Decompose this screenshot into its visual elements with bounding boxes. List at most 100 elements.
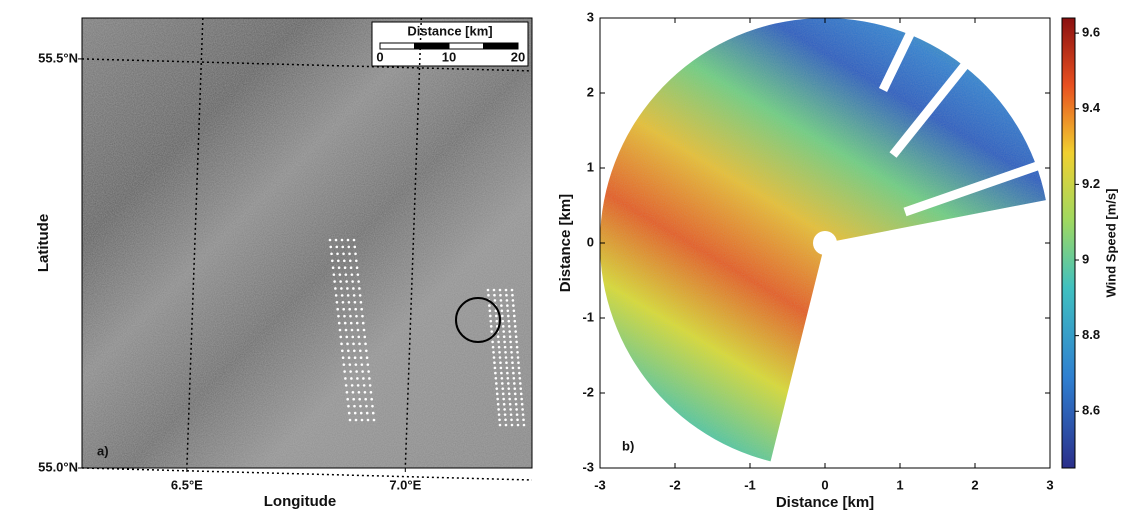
turbine [495, 314, 498, 318]
turbine [495, 392, 499, 396]
turbine [340, 294, 344, 297]
scalebar-tick-label: 10 [442, 49, 456, 64]
turbine [349, 314, 352, 318]
turbine [510, 423, 514, 427]
turbine [368, 384, 372, 387]
turbine [511, 361, 514, 364]
turbine [345, 391, 349, 394]
turbine [352, 342, 355, 346]
turbine [508, 402, 512, 406]
turbine [353, 356, 357, 359]
turbine [504, 288, 508, 292]
turbine [505, 366, 509, 370]
turbine [362, 384, 366, 387]
turbine [359, 349, 362, 353]
turbine [504, 418, 507, 422]
turbine [509, 340, 512, 344]
turbine [371, 411, 375, 415]
turbine [500, 371, 503, 375]
turbine [356, 377, 359, 380]
turbine [488, 309, 492, 313]
turbine [340, 287, 343, 290]
turbine [508, 330, 511, 333]
turbine [498, 423, 502, 427]
x-tick-label: 2 [971, 477, 978, 492]
turbine [502, 397, 505, 401]
turbine [507, 325, 511, 328]
turbine [342, 363, 346, 366]
turbine [360, 307, 363, 311]
turbine [346, 287, 349, 290]
turbine [487, 293, 490, 297]
turbine [513, 314, 516, 318]
panel-label: b) [622, 438, 634, 453]
turbine [372, 418, 376, 422]
turbine [338, 273, 342, 276]
turbine [502, 330, 505, 333]
shadow-line [889, 62, 969, 158]
grid-line [81, 467, 533, 481]
turbine [489, 314, 492, 318]
turbine [501, 319, 505, 323]
turbine [500, 309, 504, 313]
y-axis-label: Latitude [35, 214, 52, 272]
y-axis-label: Distance [km] [557, 194, 574, 292]
turbine [501, 392, 505, 396]
turbine [500, 304, 503, 307]
turbine [362, 328, 366, 332]
turbine [339, 280, 342, 283]
turbine [351, 391, 355, 394]
colorbar-label: Wind Speed [m/s] [1103, 189, 1118, 298]
turbine [355, 259, 358, 263]
colorbar-tick-label: 8.6 [1082, 403, 1100, 418]
turbine [353, 301, 357, 304]
turbine [493, 299, 497, 302]
shadow-line [878, 28, 917, 92]
turbine [497, 340, 500, 344]
turbine [495, 387, 499, 390]
turbine [493, 293, 496, 297]
turbine [354, 418, 358, 422]
turbine [511, 299, 515, 302]
turbine [516, 356, 520, 359]
turbine [347, 411, 351, 415]
turbine [496, 397, 499, 401]
turbine [499, 361, 502, 364]
turbine [338, 328, 342, 332]
turbine [500, 376, 504, 380]
turbine [504, 351, 507, 354]
turbine [362, 377, 365, 380]
turbine [361, 314, 364, 318]
turbine [355, 314, 358, 318]
turbine [336, 307, 339, 311]
x-tick-label: -2 [669, 477, 681, 492]
turbine [341, 245, 345, 249]
turbine [350, 273, 354, 276]
turbine [350, 384, 354, 387]
turbine [351, 280, 354, 283]
turbine [358, 294, 362, 297]
turbine [520, 402, 524, 406]
turbine [355, 266, 359, 269]
turbine [492, 351, 495, 354]
colorbar-tick-label: 9.2 [1082, 176, 1100, 191]
turbine [360, 418, 364, 422]
turbine [346, 294, 350, 297]
turbine [519, 392, 523, 396]
turbine [515, 340, 518, 344]
turbine [505, 293, 508, 297]
turbine [497, 345, 501, 349]
turbine [506, 304, 509, 307]
turbine [497, 408, 500, 411]
turbine [353, 245, 357, 249]
turbine [348, 363, 352, 366]
turbine [488, 304, 491, 307]
turbine [502, 402, 506, 406]
turbine [515, 345, 519, 349]
turbine [515, 408, 518, 411]
turbine [349, 321, 353, 325]
turbine [512, 371, 515, 375]
turbine [335, 245, 339, 249]
turbine [497, 413, 501, 416]
